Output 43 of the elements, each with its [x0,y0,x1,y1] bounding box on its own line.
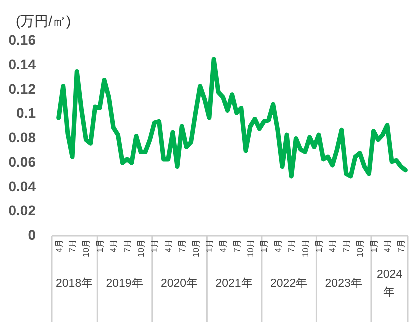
x-tick-label: 7月 [286,239,297,253]
y-tick-label: 0.14 [8,56,36,72]
text: 2019年 [105,276,145,292]
x-tick-label: 4月 [382,239,392,253]
x-tick-label: 10月 [81,239,92,258]
x-tick-label: 7月 [177,239,188,253]
text: 2018年 [55,276,95,292]
y-tick-label: 0.02 [8,202,36,219]
x-tick-label: 10月 [355,239,366,258]
x-tick-label: 4月 [218,239,228,253]
x-tick-label: 4月 [272,239,283,253]
y-tick-label: 0.04 [8,178,36,194]
x-tick-label: 7月 [232,239,242,253]
x-tick-label: 7月 [68,239,78,253]
x-tick-label: 1月 [314,239,324,253]
x-tick-label: 4月 [54,239,64,253]
text: 2020年 [160,276,200,292]
x-tick-label: 7月 [122,239,132,253]
y-tick-label: 0.12 [8,80,36,97]
y-tick-label: 0.16 [8,32,36,48]
x-tick-label: 10月 [190,239,201,258]
y-tick-label: 0.08 [8,130,36,146]
x-tick-label: 1月 [94,239,105,253]
x-tick-label: 7月 [396,239,406,253]
text: 2024年 [376,268,404,301]
y-tick-label: 0 [28,227,36,243]
x-tick-label: 1月 [259,239,270,253]
x-tick-label: 4月 [108,239,119,253]
x-tick-label: 4月 [163,239,174,253]
x-tick-label: 1月 [150,239,160,253]
x-tick-label: 4月 [328,239,338,253]
x-tick-label: 7月 [341,239,352,253]
y-tick-label: 0.1 [16,105,36,122]
x-tick-label: 1月 [368,239,379,253]
y-tick-label: 0.06 [8,154,36,170]
text: 2021年 [214,276,254,292]
x-tick-label: 10月 [300,239,310,258]
text: 2022年 [270,276,310,292]
y-axis-title: (万円/㎡) [16,13,72,29]
x-tick-label: 10月 [136,239,146,258]
x-tick-label: 10月 [246,239,256,258]
x-tick-label: 1月 [204,239,214,253]
text: 2023年 [324,276,364,292]
